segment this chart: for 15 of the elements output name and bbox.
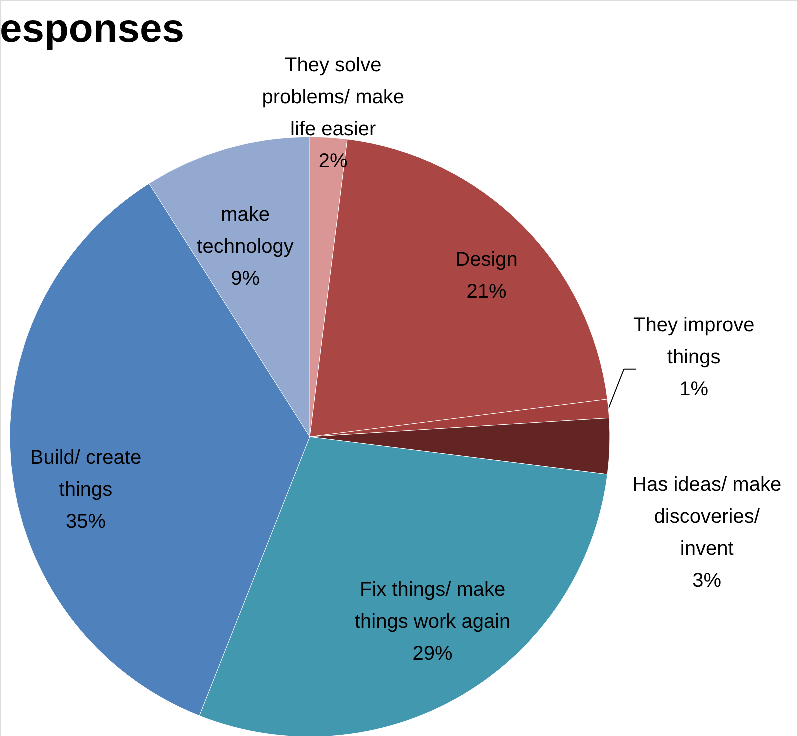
chart-title: esponses [0, 7, 185, 51]
slice-label: Has ideas/ make discoveries/ invent [632, 474, 782, 560]
data-label: 35% [66, 511, 106, 534]
slice-label: Build/ create things [30, 447, 142, 502]
data-label: 9% [231, 268, 260, 290]
slice-label: Fix things/ make things work again [354, 578, 511, 633]
slice-label: Design [456, 249, 518, 272]
data-label: 1% [680, 378, 709, 400]
data-label: 21% [466, 281, 508, 304]
data-label: 2% [318, 150, 348, 173]
data-label: 29% [412, 642, 454, 665]
data-label: 3% [692, 570, 722, 592]
slice-label: They improve things [634, 314, 755, 368]
slice-label: They solve problems/ make life easier [262, 54, 404, 141]
slice-label: make technology [197, 204, 294, 258]
